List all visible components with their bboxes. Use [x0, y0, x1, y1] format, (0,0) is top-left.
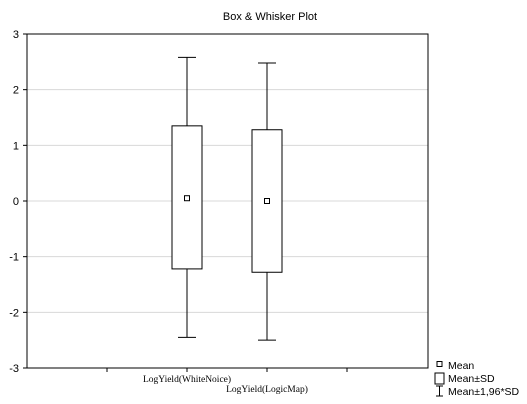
legend-label: Mean±1,96*SD	[448, 386, 520, 398]
y-tick-label: 1	[13, 140, 19, 152]
legend-mean-symbol	[436, 361, 443, 367]
legend-label: Mean	[448, 360, 474, 372]
y-tick-label: 0	[13, 196, 19, 208]
x-category-label: LogYield(LogicMap)	[226, 384, 308, 395]
x-category-label: LogYield(WhiteNoice)	[143, 374, 231, 385]
y-tick-label: -3	[9, 363, 19, 375]
mean-marker	[264, 198, 270, 204]
y-tick-label: -1	[9, 252, 19, 264]
box-series	[171, 56, 283, 341]
y-tick-label: 3	[13, 29, 19, 41]
y-tick-label: -2	[9, 307, 19, 319]
legend-label: Mean±SD	[448, 373, 495, 385]
x-axis: LogYield(WhiteNoice)LogYield(LogicMap)	[106, 368, 348, 395]
legend-sd-symbol	[434, 372, 445, 385]
chart-title: Box & Whisker Plot	[223, 11, 317, 23]
y-tick-label: 2	[13, 85, 19, 97]
box-group	[171, 56, 203, 338]
y-axis: 3 2 1 0 -1 -2 -3	[9, 29, 27, 375]
box-group	[251, 62, 283, 341]
grid-lines	[27, 89, 428, 313]
mean-marker	[184, 195, 190, 202]
